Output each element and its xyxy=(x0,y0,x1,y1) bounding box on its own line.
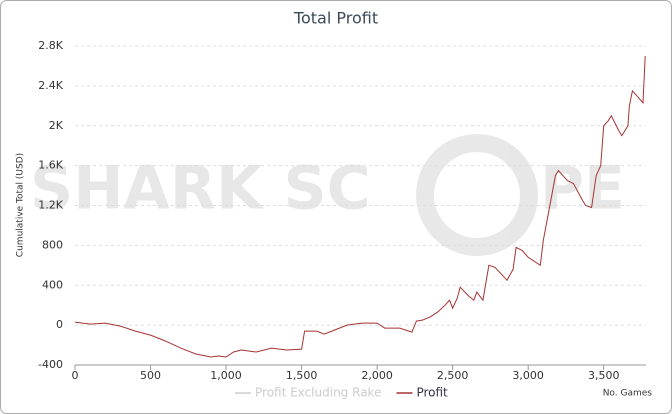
watermark-text: SHARK SC xyxy=(30,154,371,224)
y-tick-label: 1.2K xyxy=(38,199,63,212)
chart-title: Total Profit xyxy=(293,9,378,28)
watermark: SHARK SC PE xyxy=(30,134,625,256)
y-tick-label: -400 xyxy=(38,358,63,371)
y-tick-label: 400 xyxy=(42,278,63,291)
y-tick-label: 1.6K xyxy=(38,159,63,172)
x-tick-label: 0 xyxy=(72,369,79,382)
line xyxy=(74,55,646,358)
x-tick-label: 500 xyxy=(140,369,161,382)
x-tick-label: 1,000 xyxy=(210,369,242,382)
y-tick-label: 2.8K xyxy=(38,39,63,52)
watermark-circle xyxy=(416,134,538,256)
y-tick-label: 2.4K xyxy=(38,79,63,92)
x-tick-label: 3,500 xyxy=(588,369,620,382)
legend-label: Profit Excluding Rake xyxy=(255,386,381,400)
x-tick-label: 3,000 xyxy=(512,369,544,382)
x-axis-label: No. Games xyxy=(603,389,653,399)
y-tick-label: 0 xyxy=(56,318,63,331)
y-tick-label: 800 xyxy=(42,238,63,251)
x-tick-label: 2,500 xyxy=(437,369,469,382)
y-tick-label: 2K xyxy=(49,119,64,132)
y-axis-label: Cumulative Total (USD) xyxy=(16,153,26,257)
x-tick-label: 1,500 xyxy=(286,369,318,382)
x-tick-label: 2,000 xyxy=(361,369,393,382)
legend-label: Profit xyxy=(416,386,448,400)
